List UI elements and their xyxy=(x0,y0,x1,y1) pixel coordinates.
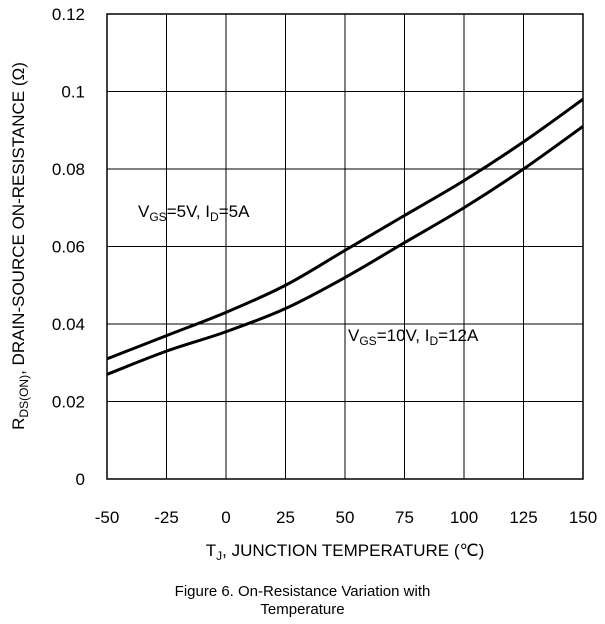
x-tick-label: 25 xyxy=(276,508,295,527)
x-tick-label: 0 xyxy=(221,508,230,527)
y-tick-label: 0.04 xyxy=(52,315,85,334)
y-tick-label: 0.1 xyxy=(61,83,85,102)
series-label-vgs10: VGS=10V, ID=12A xyxy=(348,326,479,348)
x-tick-label: 50 xyxy=(336,508,355,527)
x-tick-label: 125 xyxy=(509,508,537,527)
figure-caption-line1: Figure 6. On-Resistance Variation with xyxy=(174,583,431,600)
series-line-0 xyxy=(106,98,584,361)
y-tick-label: 0 xyxy=(76,470,85,489)
grid xyxy=(107,14,583,479)
series-label-vgs5: VGS=5V, ID=5A xyxy=(138,202,250,224)
series-line-1 xyxy=(106,125,584,376)
y-tick-label: 0.06 xyxy=(52,238,85,257)
x-tick-label: 100 xyxy=(450,508,478,527)
figure-caption-line2: Temperature xyxy=(260,601,345,618)
y-tick-label: 0.08 xyxy=(52,160,85,179)
x-tick-label: -25 xyxy=(154,508,179,527)
x-tick-label: 75 xyxy=(395,508,414,527)
x-tick-label: 150 xyxy=(569,508,597,527)
x-axis-label: TJ, JUNCTION TEMPERATURE (℃) xyxy=(206,541,485,563)
y-tick-labels: 0 0.02 0.04 0.06 0.08 0.1 0.12 xyxy=(52,5,85,489)
x-tick-label: -50 xyxy=(95,508,120,527)
x-tick-labels: -50 -25 0 25 50 75 100 125 150 xyxy=(95,508,597,527)
y-tick-label: 0.12 xyxy=(52,5,85,24)
y-axis-label: RDS(ON), DRAIN-SOURCE ON-RESISTANCE (Ω) xyxy=(9,62,31,430)
y-tick-label: 0.02 xyxy=(52,393,85,412)
series-group xyxy=(106,98,584,376)
plot-frame xyxy=(106,13,584,480)
